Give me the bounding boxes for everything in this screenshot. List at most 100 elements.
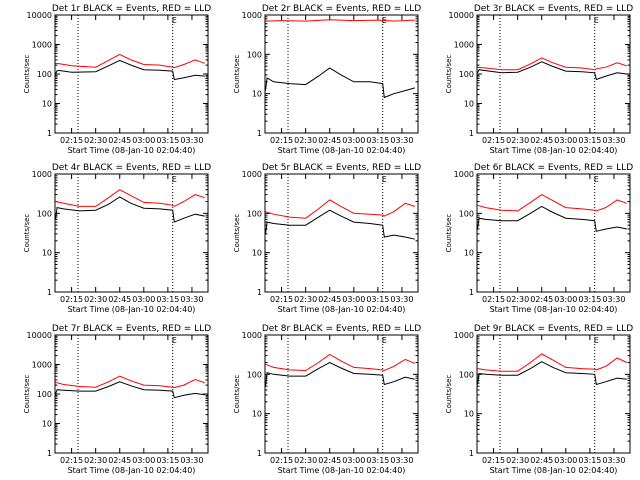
x-axis-label: Start Time (08-Jan-10 02:04:40): [490, 305, 618, 314]
x-tick-label: 02:15: [270, 295, 293, 304]
x-tick-label: 03:30: [180, 456, 203, 465]
x-tick-label: 03:30: [602, 136, 625, 145]
panel-3: Det 3r BLACK = Events, RED = LLD E 1 10 100 1…: [445, 4, 633, 155]
x-tick-label: 02:30: [506, 295, 529, 304]
panel-6: Det 6r BLACK = Events, RED = LLD E 1 10 100 1…: [445, 163, 633, 314]
x-tick-label: 02:15: [482, 295, 505, 304]
panel-title: Det 2r BLACK = Events, RED = LLD: [262, 4, 421, 14]
x-tick-label: 03:00: [132, 136, 155, 145]
x-tick-label: 03:15: [366, 136, 389, 145]
marker-label: E: [594, 175, 599, 184]
y-tick-label: 1: [257, 288, 262, 297]
marker-label: E: [172, 336, 177, 345]
y-axis-label: Counts/sec: [445, 55, 453, 94]
panel-9: Det 9r BLACK = Events, RED = LLD E 1 10 100 1…: [445, 324, 633, 475]
x-tick-label: 03:30: [390, 295, 413, 304]
x-tick-label: 03:15: [578, 136, 601, 145]
y-tick-label: 10: [464, 410, 474, 419]
x-tick-label: 03:30: [180, 136, 203, 145]
y-tick-label: 1: [257, 129, 262, 138]
x-tick-label: 02:30: [84, 295, 107, 304]
x-tick-label: 03:15: [156, 136, 179, 145]
x-tick-label: 03:15: [578, 456, 601, 465]
panel-4: Det 4r BLACK = Events, RED = LLD E 1 10 100 1…: [23, 163, 211, 314]
x-tick-label: 02:15: [60, 456, 83, 465]
lld-series-line: [477, 194, 627, 212]
x-axis-label: Start Time (08-Jan-10 02:04:40): [278, 146, 406, 155]
x-tick-label: 03:15: [156, 456, 179, 465]
y-tick-label: 100: [247, 370, 262, 379]
x-tick-label: 02:30: [294, 295, 317, 304]
x-tick-label: 02:15: [60, 295, 83, 304]
panel-2: Det 2r BLACK = Events, RED = LLDE1101001…: [233, 4, 421, 155]
x-tick-label: 02:45: [318, 295, 341, 304]
lld-series-line: [55, 189, 205, 207]
y-tick-label: 1000: [454, 170, 474, 179]
x-tick-label: 02:45: [318, 136, 341, 145]
x-tick-label: 03:15: [366, 456, 389, 465]
panel-8: Det 8r BLACK = Events, RED = LLD E 1 10 100 1…: [233, 324, 421, 475]
events-series-line: [477, 205, 627, 232]
x-tick-label: 03:00: [554, 295, 577, 304]
y-tick-label: 1000: [242, 11, 262, 20]
y-tick-label: 10: [464, 249, 474, 258]
x-tick-label: 03:30: [390, 456, 413, 465]
plot-frame: [476, 334, 631, 454]
y-tick-label: 1: [47, 288, 52, 297]
x-tick-label: 02:45: [108, 295, 131, 304]
marker-label: E: [172, 16, 177, 25]
y-axis-label: Counts/sec: [23, 375, 31, 414]
y-tick-label: 1: [469, 288, 474, 297]
marker-label: E: [382, 336, 387, 345]
x-tick-label: 02:15: [482, 136, 505, 145]
y-axis-label: Counts/sec: [233, 55, 241, 94]
y-axis-label: Counts/sec: [445, 214, 453, 253]
events-series-line: [55, 196, 205, 223]
x-tick-label: 02:30: [84, 456, 107, 465]
panel-title: Det 3r BLACK = Events, RED = LLD: [474, 4, 633, 14]
lld-series-line: [265, 353, 415, 372]
lld-series-line: [55, 53, 205, 69]
panel-title: Det 5r BLACK = Events, RED = LLD: [262, 163, 421, 173]
x-tick-label: 03:30: [180, 295, 203, 304]
y-tick-label: 10: [42, 249, 52, 258]
y-tick-label: 10: [252, 410, 262, 419]
y-tick-label: 100: [247, 50, 262, 59]
plot-frame: [54, 14, 209, 134]
y-tick-label: 10000: [27, 331, 52, 340]
x-tick-label: 03:15: [578, 295, 601, 304]
x-tick-label: 03:30: [390, 136, 413, 145]
events-series-line: [477, 61, 627, 81]
y-axis-label: Counts/sec: [233, 375, 241, 414]
x-axis-label: Start Time (08-Jan-10 02:04:40): [68, 146, 196, 155]
x-tick-label: 03:00: [132, 456, 155, 465]
x-tick-label: 03:00: [342, 295, 365, 304]
x-axis-label: Start Time (08-Jan-10 02:04:40): [490, 466, 618, 475]
x-tick-label: 02:15: [270, 136, 293, 145]
plot-frame: [476, 14, 631, 134]
panel-1: Det 1r BLACK = Events, RED = LLD E 1 10 100 1…: [23, 4, 211, 155]
lld-series-line: [477, 353, 628, 372]
x-tick-label: 02:45: [530, 136, 553, 145]
marker-label: E: [594, 336, 599, 345]
events-series-line: [265, 361, 415, 387]
x-tick-label: 03:15: [156, 295, 179, 304]
y-tick-label: 100: [247, 209, 262, 218]
y-axis-label: Counts/sec: [445, 375, 453, 414]
plot-frame: [476, 173, 631, 293]
y-tick-label: 100: [459, 370, 474, 379]
y-tick-label: 1: [47, 129, 52, 138]
marker-label: E: [594, 16, 599, 25]
y-tick-label: 1000: [32, 361, 52, 370]
y-tick-label: 1: [257, 449, 262, 458]
x-axis-label: Start Time (08-Jan-10 02:04:40): [278, 305, 406, 314]
x-tick-label: 03:30: [602, 295, 625, 304]
x-tick-label: 02:45: [318, 456, 341, 465]
x-tick-label: 02:45: [530, 295, 553, 304]
x-tick-label: 02:45: [530, 456, 553, 465]
x-tick-label: 03:00: [554, 456, 577, 465]
x-axis-label: Start Time (08-Jan-10 02:04:40): [68, 466, 196, 475]
x-tick-label: 03:00: [554, 136, 577, 145]
x-tick-label: 03:00: [342, 136, 365, 145]
